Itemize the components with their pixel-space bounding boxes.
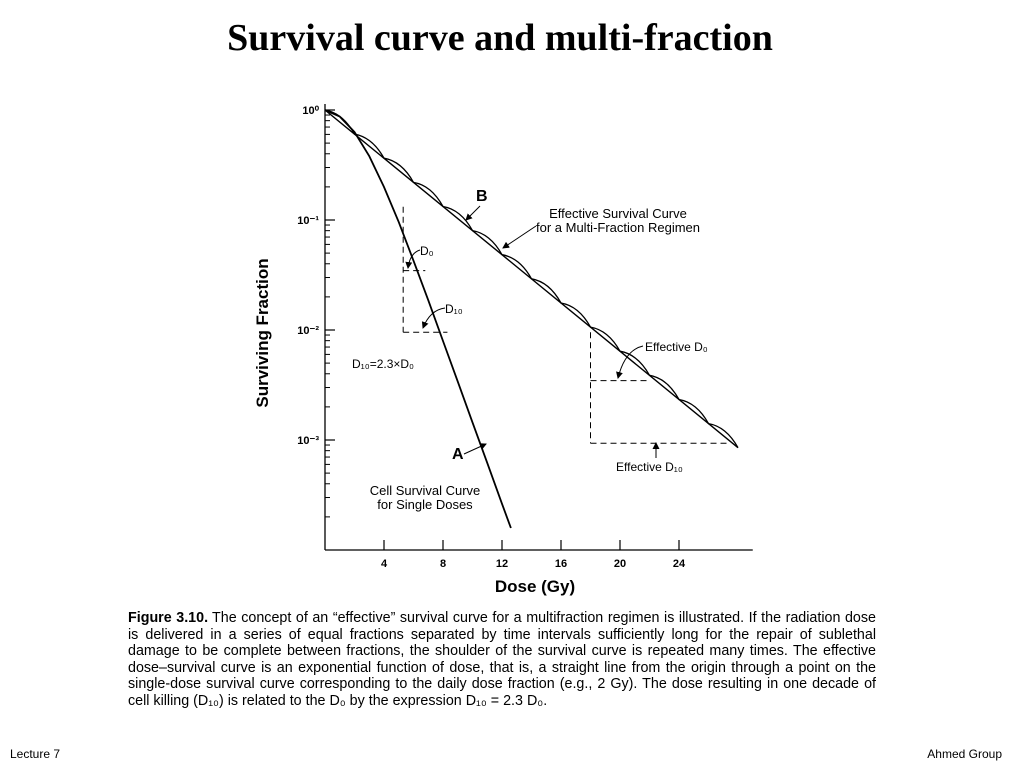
figure-caption: Figure 3.10. The concept of an “effective… [128,610,876,710]
caption-text: The concept of an “effective” survival c… [128,610,876,709]
effective-d10-annotation: Effective D₁₀ [616,460,683,474]
ticks: 10⁰ 10⁻¹ 10⁻² 10⁻³ 4 8 12 16 20 24 [297,105,686,570]
d0-annotation: D₀ [420,244,434,258]
series-a-name-line1: Cell Survival Curve [370,483,481,498]
series-a-name-line2: for Single Doses [377,497,473,512]
x-tick-label: 20 [614,558,626,570]
series-b-label-arrow [465,205,481,221]
series-a-line [324,109,512,529]
series-b-label: B [476,188,488,205]
y-tick-label: 10⁻² [297,325,319,337]
survival-chart: 10⁰ 10⁻¹ 10⁻² 10⁻³ 4 8 12 16 20 24 Surviving Frac… [253,104,753,596]
x-tick-label: 16 [555,558,567,570]
x-axis-label: Dose (Gy) [495,577,575,596]
series-b-name-line1: Effective Survival Curve [549,206,687,221]
d10-arrow [421,307,446,329]
y-tick-label: 10⁻³ [297,435,319,447]
footer-lecture: Lecture 7 [10,747,61,761]
series-b-scallops [324,109,739,449]
y-axis-label: Surviving Fraction [253,258,272,407]
effective-d0-arrow [616,345,644,379]
figure-label: Figure 3.10. [128,610,209,626]
y-tick-label: 10⁻¹ [297,215,319,227]
slide-title: Survival curve and multi-fraction [227,17,773,59]
d10-annotation: D₁₀ [445,302,463,316]
d10-formula: D₁₀=2.3×D₀ [352,357,414,371]
x-tick-label: 8 [440,558,446,570]
x-tick-label: 12 [496,558,508,570]
x-tick-label: 24 [673,558,686,570]
series-a-label-arrow [463,443,487,455]
d0-arrow [405,249,421,269]
series-a-label: A [452,446,464,463]
series-b-name-arrow [502,225,537,249]
x-tick-label: 4 [381,558,388,570]
guide-lines [402,206,728,444]
axes [324,104,753,551]
series-b-name-line2: for a Multi-Fraction Regimen [536,220,700,235]
effective-d0-annotation: Effective D₀ [645,340,708,354]
footer-author: Ahmed Group [927,747,1002,761]
y-tick-label: 10⁰ [302,105,319,117]
